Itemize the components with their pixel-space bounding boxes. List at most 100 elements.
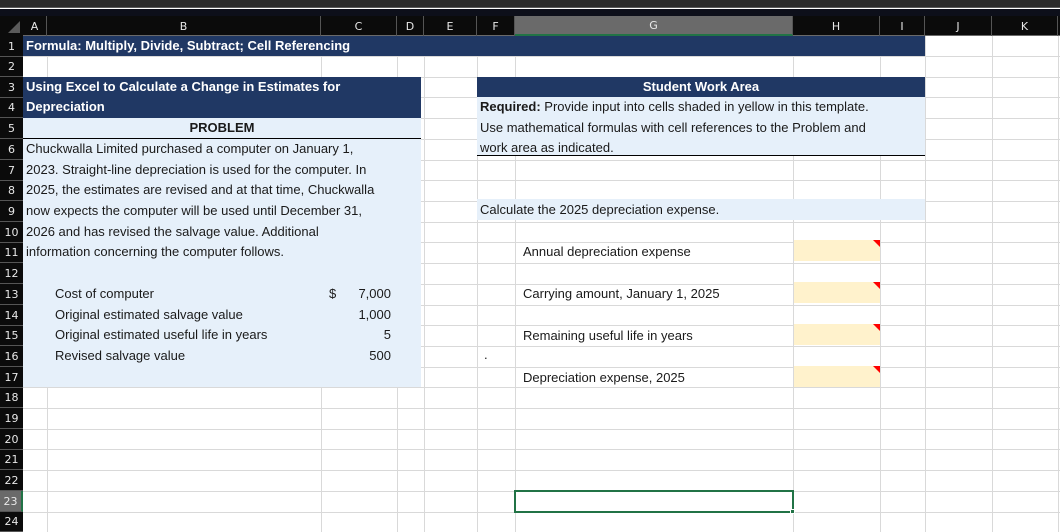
select-all-button[interactable]: [0, 16, 23, 36]
row-header-3[interactable]: 3: [0, 77, 23, 98]
row-header-6[interactable]: 6: [0, 139, 23, 160]
narrative-line-6: information concerning the computer foll…: [26, 244, 284, 259]
narrative-line-2: 2023. Straight-line depreciation is used…: [26, 162, 367, 177]
row-header-22[interactable]: 22: [0, 470, 23, 491]
column-header-e[interactable]: E: [424, 16, 477, 36]
gridline: [23, 408, 1060, 409]
gridline: [23, 429, 1060, 430]
instruction-line-2: Use mathematical formulas with cell refe…: [480, 120, 866, 135]
row-header-11[interactable]: 11: [0, 243, 23, 263]
required-label: Required:: [480, 99, 541, 114]
problem-panel: [23, 118, 421, 387]
row-header-20[interactable]: 20: [0, 429, 23, 450]
column-header-j[interactable]: J: [925, 16, 992, 36]
gridline: [23, 470, 1060, 471]
gridline: [23, 180, 1060, 181]
row-header-18[interactable]: 18: [0, 388, 23, 408]
row-header-24[interactable]: 24: [0, 512, 23, 532]
row-header-1[interactable]: 1: [0, 36, 23, 57]
comment-indicator-icon[interactable]: [873, 282, 880, 289]
column-header-k[interactable]: K: [992, 16, 1058, 36]
problem-heading-line2: Depreciation: [26, 99, 105, 114]
input-cell-depreciation-2025[interactable]: [794, 366, 880, 387]
required-instruction: Required: Provide input into cells shade…: [480, 97, 869, 117]
problem-heading-line1: Using Excel to Calculate a Change in Est…: [26, 79, 341, 94]
column-header-i[interactable]: I: [880, 16, 925, 36]
column-header-d[interactable]: D: [397, 16, 424, 36]
row-header-17[interactable]: 17: [0, 367, 23, 388]
row-header-7[interactable]: 7: [0, 160, 23, 181]
gridline: [23, 325, 1060, 326]
stray-mark: .: [484, 347, 488, 362]
row-header-2[interactable]: 2: [0, 57, 23, 77]
item-value-salvage: 1,000: [358, 307, 391, 322]
input-label-carrying-amount: Carrying amount, January 1, 2025: [523, 286, 720, 301]
row-header-10[interactable]: 10: [0, 222, 23, 243]
instructions-panel: [477, 97, 925, 156]
instructions-divider: [477, 155, 925, 156]
required-text: Provide input into cells shaded in yello…: [540, 99, 869, 114]
comment-indicator-icon[interactable]: [873, 366, 880, 373]
item-currency-cost: $: [329, 286, 337, 301]
item-value-cost: 7,000: [358, 286, 391, 301]
gridline: [23, 263, 1060, 264]
input-cell-remaining-life[interactable]: [794, 324, 880, 345]
gridline: [23, 56, 1060, 57]
item-label-revised-salvage: Revised salvage value: [55, 348, 186, 363]
narrative-line-1: Chuckwalla Limited purchased a computer …: [26, 141, 354, 156]
column-header-c[interactable]: C: [321, 16, 397, 36]
work-area-heading-block: [477, 77, 925, 97]
narrative-line-4: now expects the computer will be used un…: [26, 203, 363, 218]
gridline: [23, 284, 1060, 285]
row-header-23[interactable]: 23: [0, 491, 23, 512]
item-label-cost: Cost of computer: [55, 286, 154, 301]
fill-handle[interactable]: [790, 509, 795, 514]
comment-indicator-icon[interactable]: [873, 324, 880, 331]
column-header-b[interactable]: B: [47, 16, 321, 36]
gridline: [23, 160, 1060, 161]
work-area-heading: Student Work Area: [642, 79, 760, 94]
task-panel: [477, 199, 925, 220]
problem-heading-block: [23, 77, 421, 118]
column-header-g[interactable]: G: [515, 16, 793, 36]
item-label-salvage: Original estimated salvage value: [55, 307, 243, 322]
comment-indicator-icon[interactable]: [873, 240, 880, 247]
row-header-8[interactable]: 8: [0, 181, 23, 201]
column-header-f[interactable]: F: [477, 16, 515, 36]
input-label-remaining-life: Remaining useful life in years: [523, 328, 693, 343]
title-banner: [23, 36, 925, 56]
row-header-13[interactable]: 13: [0, 284, 23, 305]
gridline: [23, 222, 1060, 223]
gridline: [23, 305, 1060, 306]
gridline: [23, 387, 1060, 388]
row-header-14[interactable]: 14: [0, 305, 23, 326]
input-cell-carrying-amount[interactable]: [794, 282, 880, 303]
row-header-12[interactable]: 12: [0, 263, 23, 284]
row-header-15[interactable]: 15: [0, 326, 23, 346]
title-banner-text: Formula: Multiply, Divide, Subtract; Cel…: [26, 38, 351, 53]
select-all-triangle-icon: [8, 21, 20, 33]
row-header-9[interactable]: 9: [0, 201, 23, 222]
input-label-depreciation-2025: Depreciation expense, 2025: [523, 370, 685, 385]
row-header-21[interactable]: 21: [0, 450, 23, 470]
input-cell-annual-depreciation[interactable]: [794, 240, 880, 261]
gridline: [23, 346, 1060, 347]
column-header-a[interactable]: A: [23, 16, 47, 36]
row-header-19[interactable]: 19: [0, 408, 23, 429]
narrative-line-5: 2026 and has revised the salvage value. …: [26, 224, 319, 239]
item-value-useful-life: 5: [383, 327, 391, 342]
gridline: [23, 242, 1060, 243]
ribbon-edge: [0, 9, 1060, 16]
narrative-line-3: 2025, the estimates are revised and at t…: [26, 182, 375, 197]
row-header-4[interactable]: 4: [0, 98, 23, 118]
problem-divider: [23, 138, 421, 139]
gridline: [23, 367, 1060, 368]
task-text: Calculate the 2025 depreciation expense.: [480, 202, 720, 217]
column-header-h[interactable]: H: [793, 16, 880, 36]
window-top-bar: [0, 0, 1060, 8]
active-cell-selection[interactable]: [514, 490, 794, 513]
input-label-annual-depreciation: Annual depreciation expense: [523, 244, 691, 259]
row-header-16[interactable]: 16: [0, 346, 23, 367]
item-label-useful-life: Original estimated useful life in years: [55, 327, 268, 342]
row-header-5[interactable]: 5: [0, 118, 23, 139]
